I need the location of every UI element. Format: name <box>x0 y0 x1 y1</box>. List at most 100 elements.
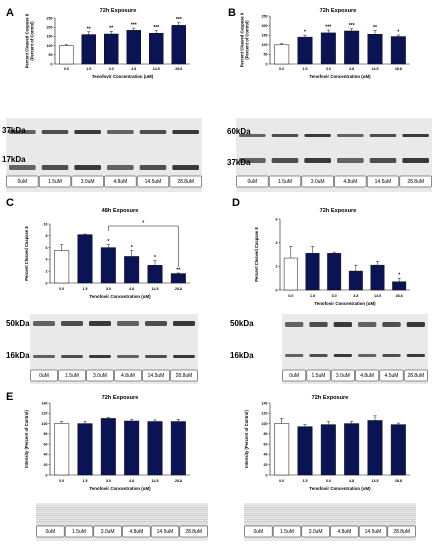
chart-title: 72h Exposure <box>320 208 357 214</box>
western-blot: 0uM 1.5uM 3.0uM 4.8uM 14.5uM 28.8uM <box>30 314 198 384</box>
kda-marker: 60kDa <box>227 127 251 136</box>
protein-band <box>285 354 304 357</box>
y-tick-label: 150 <box>47 35 53 39</box>
y-tick-label: 60 <box>44 442 48 446</box>
lane-label-box <box>36 525 65 538</box>
lane-label-box <box>272 525 302 538</box>
category-label: 28.8 <box>396 294 403 298</box>
bar <box>81 34 96 65</box>
significance-mark: * <box>397 30 399 36</box>
protein-band <box>402 158 429 163</box>
y-axis-label-line: Intensity (Percent of Control) <box>244 410 249 468</box>
significance-mark: *** <box>153 25 159 31</box>
category-label: 1.5 <box>83 287 88 291</box>
lane-label: 1.5uM <box>278 179 292 185</box>
bar <box>126 30 141 65</box>
protein-band <box>61 321 83 326</box>
lane-label-box <box>236 175 269 188</box>
stain-band <box>36 525 208 526</box>
bar <box>100 247 116 284</box>
lane-label: 1.5uM <box>48 179 62 185</box>
lane-label-box <box>150 525 180 538</box>
y-tick-label: 0 <box>276 288 278 292</box>
chart-title: 72h Exposure <box>320 8 357 14</box>
category-label: 1.5 <box>86 67 91 71</box>
protein-band <box>173 355 195 358</box>
western-blot: 0uM 1.5uM 3.0uM 4.8uM 14.5uM 28.8uM <box>244 503 416 541</box>
panel-letter: D <box>232 197 240 209</box>
category-label: 14.5 <box>152 479 159 483</box>
lane-label: 28.8uM <box>176 373 193 379</box>
lane-label: 0uM <box>253 529 263 535</box>
lane-label: 3.0uM <box>311 179 325 185</box>
stain-band <box>244 509 416 510</box>
western-blot: 0uM 1.5uM 3.0uM 4.8uM 14.5uM 28.8uM <box>36 503 208 541</box>
lane-label: 28.8uM <box>393 529 410 535</box>
bar <box>367 33 383 65</box>
y-tick-label: 60 <box>264 442 268 446</box>
stain-band <box>36 533 208 534</box>
lane-label-box <box>330 369 355 382</box>
protein-band <box>33 355 55 358</box>
lane-label-box <box>306 369 331 382</box>
protein-band <box>369 158 397 163</box>
y-tick-label: 120 <box>42 412 48 416</box>
bar <box>344 423 360 476</box>
protein-band <box>9 130 36 134</box>
bar <box>390 424 406 476</box>
western-blot: 0uM 1.5uM 3.0uM 4.8uM 14.5uM 28.8uM <box>6 118 202 192</box>
y-tick-label: 20 <box>264 463 268 467</box>
category-label: 4.8 <box>129 479 134 483</box>
lane-label-box <box>93 525 122 538</box>
y-tick-label: 150 <box>262 34 268 38</box>
protein-band <box>304 134 331 137</box>
protein-band <box>271 134 299 137</box>
lane-label-box <box>330 525 359 538</box>
bar <box>171 25 186 65</box>
protein-band <box>107 165 134 170</box>
x-axis-label: Tenofovir Concentration (uM) <box>309 486 371 491</box>
y-tick-label: 2 <box>276 265 278 269</box>
blot-background <box>236 118 432 192</box>
protein-band <box>139 165 167 170</box>
panel-letter: E <box>6 391 13 403</box>
protein-band <box>406 354 425 357</box>
protein-band <box>139 130 167 134</box>
stain-band <box>244 531 416 532</box>
protein-band <box>33 321 55 326</box>
stain-band <box>36 531 208 532</box>
lane-label-box <box>71 175 104 188</box>
category-label: 0.0 <box>288 294 293 298</box>
stain-band <box>244 511 416 512</box>
category-label: 1.5 <box>303 67 308 71</box>
category-label: 4.8 <box>349 67 354 71</box>
lane-label: 14.5uM <box>145 179 162 185</box>
panel-e: E 72h Exposure 0 20 40 60 80 100 120 140 Intensity… <box>6 391 208 541</box>
x-axis-label: Tenofovir Concentration (uM) <box>314 301 376 306</box>
y-tick-label: 6 <box>46 246 48 250</box>
protein-band <box>74 130 101 134</box>
lane-label: 1.5uM <box>312 373 326 379</box>
bar <box>54 423 70 476</box>
lane-label: 4.8uM <box>121 373 135 379</box>
y-axis-label: Percent Cleaved Caspase 8 <box>254 227 259 282</box>
y-tick-label: 100 <box>262 422 268 426</box>
y-axis-label-line: Percent Cleaved Caspase 8 <box>254 227 259 282</box>
lane-label: 3.0uM <box>81 179 95 185</box>
y-axis-label-line: Percent Cleaved Caspase 8 <box>25 13 30 68</box>
stain-band <box>244 507 416 508</box>
stain-band <box>244 527 416 528</box>
stain-band <box>36 509 208 510</box>
x-axis-label: Tenofovir Concentration (uM) <box>89 486 151 491</box>
category-label: 3.0 <box>326 479 331 483</box>
lane-label: 0uM <box>289 373 299 379</box>
lane-label-box <box>358 525 388 538</box>
protein-band <box>107 130 134 134</box>
lane-label-box <box>399 175 432 188</box>
lane-label-box <box>6 175 39 188</box>
y-tick-label: 40 <box>264 453 268 457</box>
significance-mark: *** <box>176 17 182 23</box>
stain-band <box>36 515 208 516</box>
significance-bracket <box>108 225 179 267</box>
y-tick-label: 0 <box>51 62 53 66</box>
